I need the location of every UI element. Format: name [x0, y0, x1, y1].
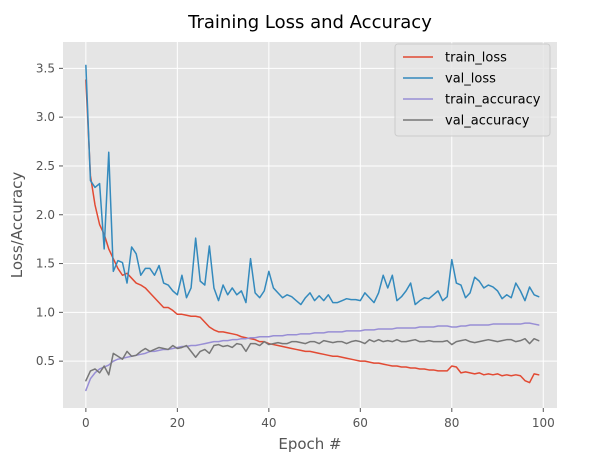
series-line-train-accuracy [85, 322, 540, 392]
series-line-val-loss [85, 64, 540, 306]
series-line-val-accuracy [85, 337, 540, 382]
x-tick-label: 20 [170, 416, 185, 430]
y-tick-label: 3.0 [36, 110, 55, 124]
x-tick-label: 60 [353, 416, 368, 430]
x-tick-label: 0 [82, 416, 90, 430]
x-tick-label: 100 [532, 416, 555, 430]
y-tick-label: 2.5 [36, 159, 55, 173]
y-axis-label: Loss/Accuracy [8, 172, 26, 279]
y-tick-label: 2.0 [36, 208, 55, 222]
legend-label: val_loss [445, 72, 496, 87]
legend-label: val_accuracy [445, 114, 530, 129]
legend-label: train_accuracy [445, 93, 541, 108]
y-tick-label: 0.5 [36, 354, 55, 368]
y-tick-label: 1.5 [36, 257, 55, 271]
legend-label: train_loss [445, 51, 507, 66]
series-layer [85, 64, 540, 392]
chart-title: Training Loss and Accuracy [187, 12, 432, 33]
legend-box [394, 43, 551, 137]
y-tick-label: 3.5 [36, 61, 55, 75]
series-line-train-loss [85, 79, 540, 384]
legend: train_loss val_loss train_accuracy val_accu… [394, 43, 551, 137]
tick-labels: 0 20 40 60 80 100 0.5 1.0 1.5 2.0 2.5 3.0 3.5 [36, 61, 555, 430]
x-tick-label: 80 [444, 416, 459, 430]
x-axis-label: Epoch # [278, 435, 341, 453]
y-tick-label: 1.0 [36, 305, 55, 319]
x-tick-label: 40 [261, 416, 276, 430]
